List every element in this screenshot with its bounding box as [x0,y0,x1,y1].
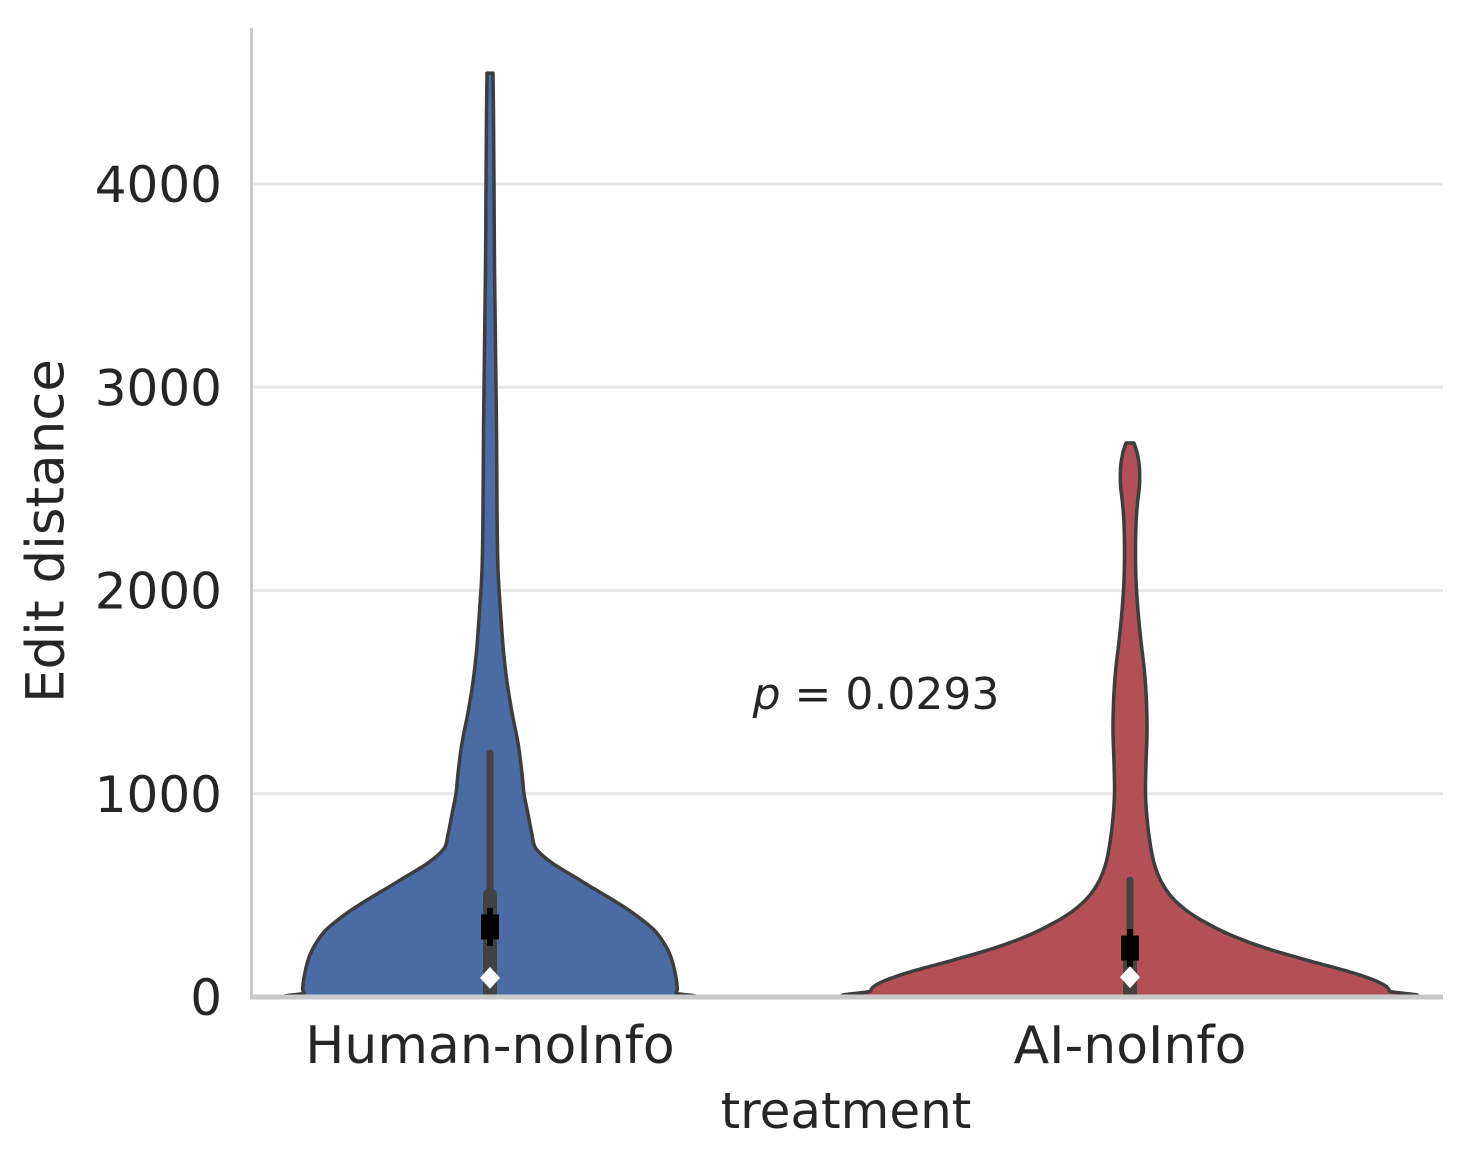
mean-square-marker-ai-noinfo [1121,935,1139,961]
p-value-text: = 0.0293 [780,669,1000,720]
median-diamond-marker-ai-noinfo [1120,966,1140,989]
x-tick-label-ai-noinfo: AI-noInfo [1013,1016,1247,1076]
violins-group [283,71,1420,999]
median-diamond-marker-human-noinfo [480,966,500,989]
y-tick-label-2000: 2000 [95,563,222,621]
y-tick-label-0: 0 [190,969,222,1027]
y-tick-label-4000: 4000 [95,156,222,214]
mean-square-marker-human-noinfo [481,914,499,940]
y-tick-label-3000: 3000 [95,359,222,417]
p-value-variable: p [752,669,781,720]
x-tick-label-human-noinfo: Human-noInfo [305,1016,675,1076]
y-axis-label: Edit distance [15,358,77,704]
p-value-annotation: p = 0.0293 [697,629,1000,761]
x-axis-label: treatment [720,1082,972,1140]
y-tick-label-1000: 1000 [95,766,222,824]
